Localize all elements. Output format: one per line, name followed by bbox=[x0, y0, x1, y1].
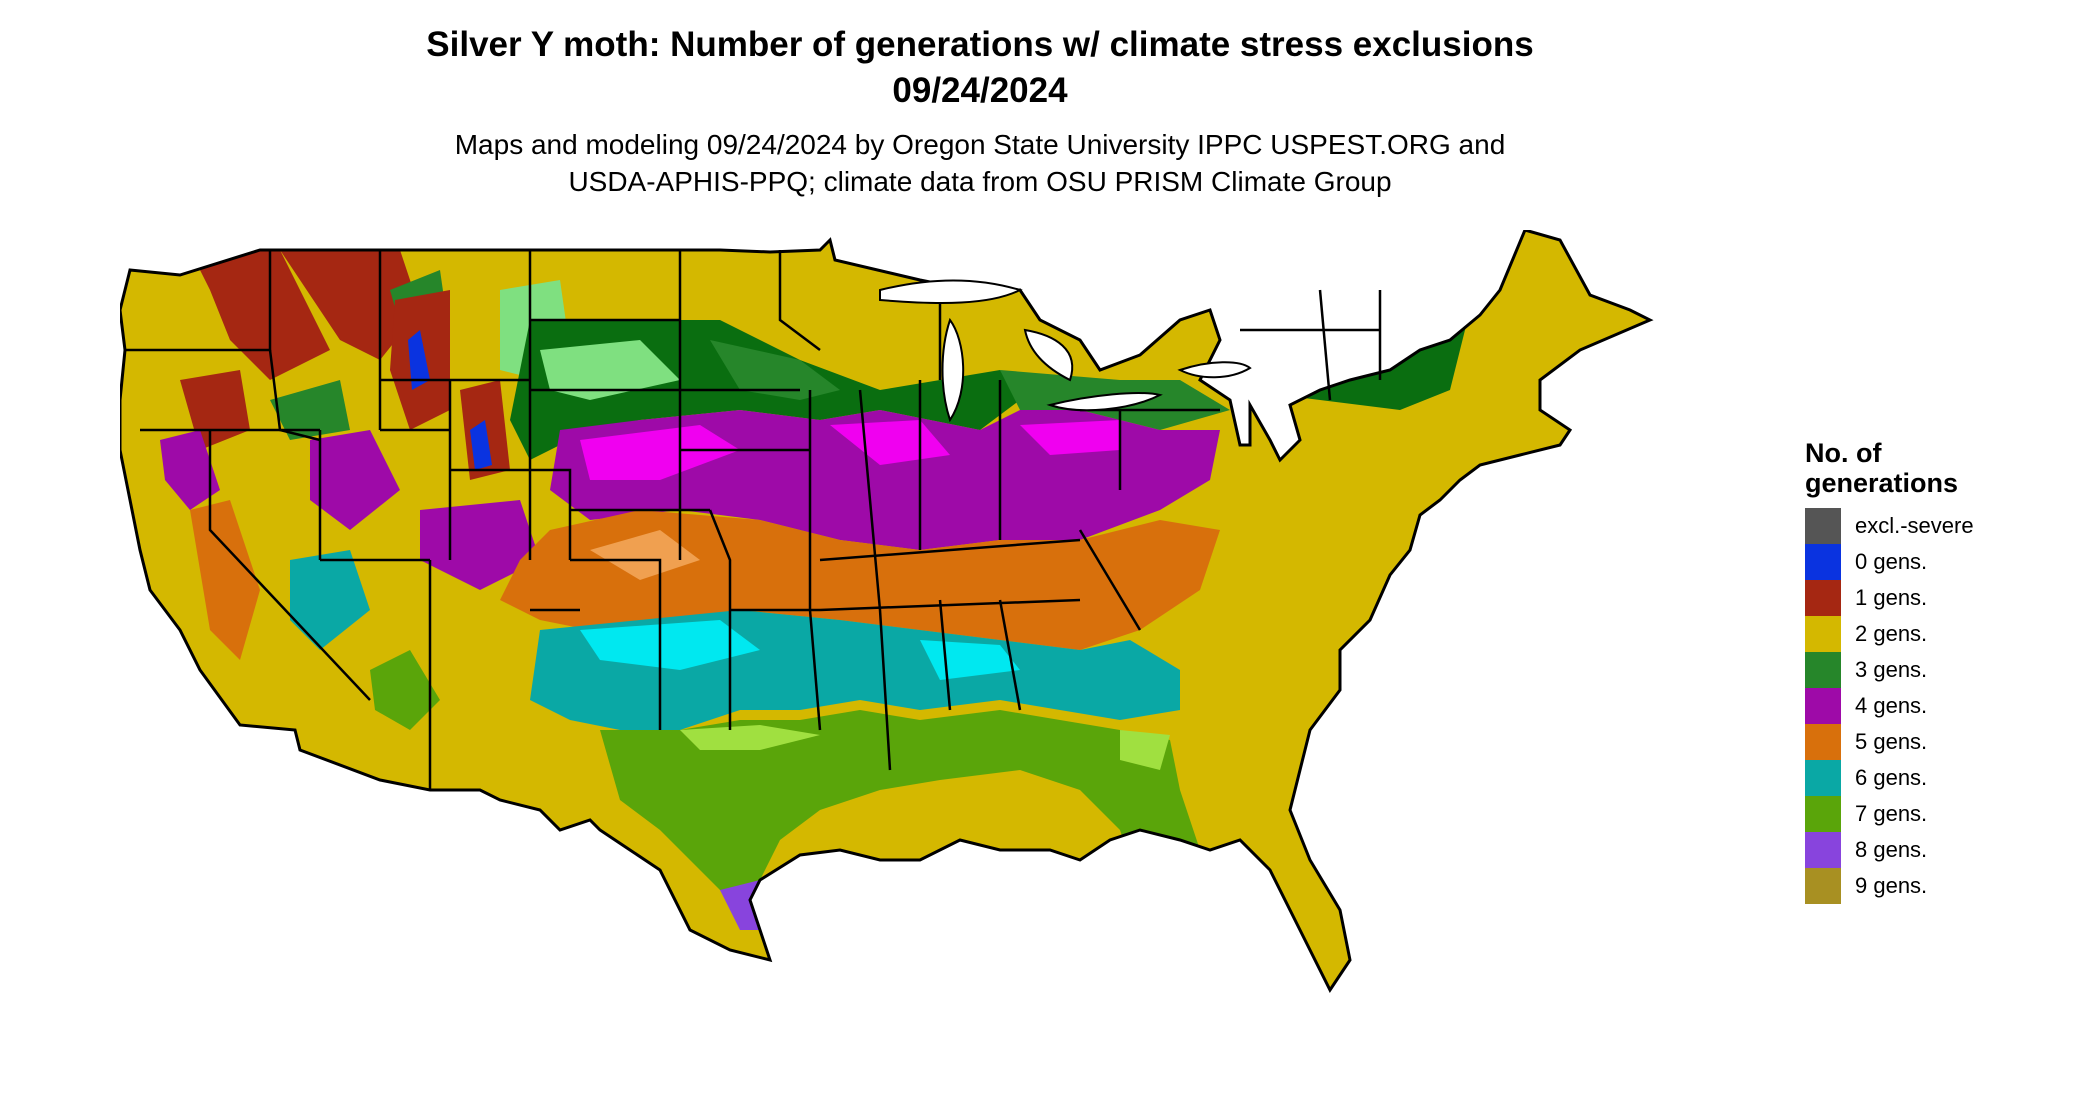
map-credits-line1: Maps and modeling 09/24/2024 by Oregon S… bbox=[454, 129, 1506, 160]
zone-3-gens-iowa bbox=[710, 340, 840, 400]
zone-3-gens-snake-river bbox=[270, 380, 350, 440]
legend-item-1-gens: 1 gens. bbox=[1805, 580, 2085, 616]
legend-item-6-gens: 6 gens. bbox=[1805, 760, 2085, 796]
zone-6-gens-texas-bright bbox=[580, 620, 760, 670]
map-date: 09/24/2024 bbox=[892, 71, 1068, 110]
legend-label: 4 gens. bbox=[1855, 693, 1928, 718]
border-ms-la bbox=[808, 609, 822, 731]
legend-title-line2: generations bbox=[1805, 468, 1959, 498]
legend-label: 0 gens. bbox=[1855, 549, 1928, 574]
legend-swatch bbox=[1805, 508, 1841, 544]
border-nc-sc bbox=[1078, 529, 1142, 631]
zone-3-gens-sd-light bbox=[540, 340, 680, 400]
legend-item-5-gens: 5 gens. bbox=[1805, 724, 2085, 760]
lake-ontario bbox=[1177, 361, 1252, 379]
legend-label: excl.-severe bbox=[1855, 513, 1974, 538]
zone-2-gens-adirondacks bbox=[1250, 310, 1330, 360]
border-mo-ar-la bbox=[708, 509, 732, 730]
legend-items: excl.-severe 0 gens. 1 gens. 2 gens. 3 g… bbox=[1805, 508, 2085, 904]
zone-0-gens-wind-river bbox=[408, 330, 430, 390]
zone-6-gens-arizona-west bbox=[290, 550, 370, 650]
us-generations-map bbox=[120, 230, 1780, 1110]
lake-michigan bbox=[941, 317, 965, 423]
border-tn-ky bbox=[819, 538, 1081, 562]
zone-1-gens-idaho bbox=[280, 250, 420, 360]
legend-swatch bbox=[1805, 652, 1841, 688]
title-block: Silver Y moth: Number of generations w/ … bbox=[250, 22, 1710, 200]
border-il-in-al bbox=[858, 389, 892, 771]
border-vt-nh bbox=[1318, 289, 1332, 401]
border-ca-nv bbox=[208, 430, 371, 701]
legend-swatch bbox=[1805, 832, 1841, 868]
legend-swatch bbox=[1805, 688, 1841, 724]
legend-label: 3 gens. bbox=[1855, 657, 1928, 682]
lake-superior bbox=[879, 279, 1023, 304]
legend-swatch bbox=[1805, 868, 1841, 904]
legend-item-8-gens: 8 gens. bbox=[1805, 832, 2085, 868]
zone-4-gens-ohio-bright bbox=[1020, 420, 1120, 455]
zone-4-gens-nevada bbox=[310, 430, 400, 530]
border-al-ga bbox=[938, 599, 952, 711]
zone-5-gens-california-central bbox=[190, 500, 260, 660]
zone-4-gens-kansas-bright bbox=[580, 425, 740, 480]
legend-item-3-gens: 3 gens. bbox=[1805, 652, 2085, 688]
legend-label: 9 gens. bbox=[1855, 873, 1928, 898]
legend-item-4-gens: 4 gens. bbox=[1805, 688, 2085, 724]
zone-7-gens-louisiana-lime bbox=[680, 725, 820, 750]
legend-item-0-gens: 0 gens. bbox=[1805, 544, 2085, 580]
zone-1-gens-nw-cascades bbox=[180, 230, 330, 380]
zone-7-gens-georgia-lime bbox=[1120, 730, 1170, 770]
legend-item-2-gens: 2 gens. bbox=[1805, 616, 2085, 652]
legend-item-9-gens: 9 gens. bbox=[1805, 868, 2085, 904]
lake-erie bbox=[1046, 392, 1163, 412]
state-borders bbox=[125, 250, 1382, 790]
border-ga-sc bbox=[998, 599, 1022, 711]
legend-label: 6 gens. bbox=[1855, 765, 1928, 790]
legend-swatch bbox=[1805, 616, 1841, 652]
zone-0-gens-colorado-peaks bbox=[470, 420, 492, 470]
legend-label: 7 gens. bbox=[1855, 801, 1928, 826]
border-ok-tx bbox=[570, 558, 662, 730]
border-co-ks bbox=[450, 468, 572, 560]
zone-4-gens-california-north bbox=[160, 430, 220, 510]
zone-8-gens-south-florida bbox=[1200, 870, 1240, 950]
map-svg bbox=[120, 230, 1652, 992]
legend-label: 2 gens. bbox=[1855, 621, 1928, 646]
zone-7-gens-arizona-south bbox=[370, 650, 440, 730]
legend-label: 1 gens. bbox=[1855, 585, 1928, 610]
map-title: Silver Y moth: Number of generations w/ … bbox=[426, 25, 1534, 64]
border-tn-south bbox=[819, 598, 1081, 612]
legend-swatch bbox=[1805, 544, 1841, 580]
legend-swatch bbox=[1805, 724, 1841, 760]
zone-3-gens-northeast bbox=[1220, 290, 1470, 410]
legend-title-line1: No. of bbox=[1805, 438, 1882, 468]
legend: No. of generations excl.-severe 0 gens. … bbox=[1805, 438, 2085, 904]
legend-label: 5 gens. bbox=[1855, 729, 1928, 754]
lake-huron bbox=[1023, 328, 1074, 382]
legend-swatch bbox=[1805, 760, 1841, 796]
legend-swatch bbox=[1805, 580, 1841, 616]
zone-7-gens-gulf-coast bbox=[600, 710, 1200, 930]
great-lakes bbox=[879, 279, 1252, 423]
legend-swatch bbox=[1805, 796, 1841, 832]
legend-label: 8 gens. bbox=[1855, 837, 1928, 862]
legend-item-7-gens: 7 gens. bbox=[1805, 796, 2085, 832]
zone-5-gens-oklahoma-light bbox=[590, 530, 700, 580]
border-mn-wi bbox=[778, 250, 821, 351]
legend-item-excl-severe: excl.-severe bbox=[1805, 508, 2085, 544]
map-credits-line2: USDA-APHIS-PPQ; climate data from OSU PR… bbox=[568, 166, 1392, 197]
